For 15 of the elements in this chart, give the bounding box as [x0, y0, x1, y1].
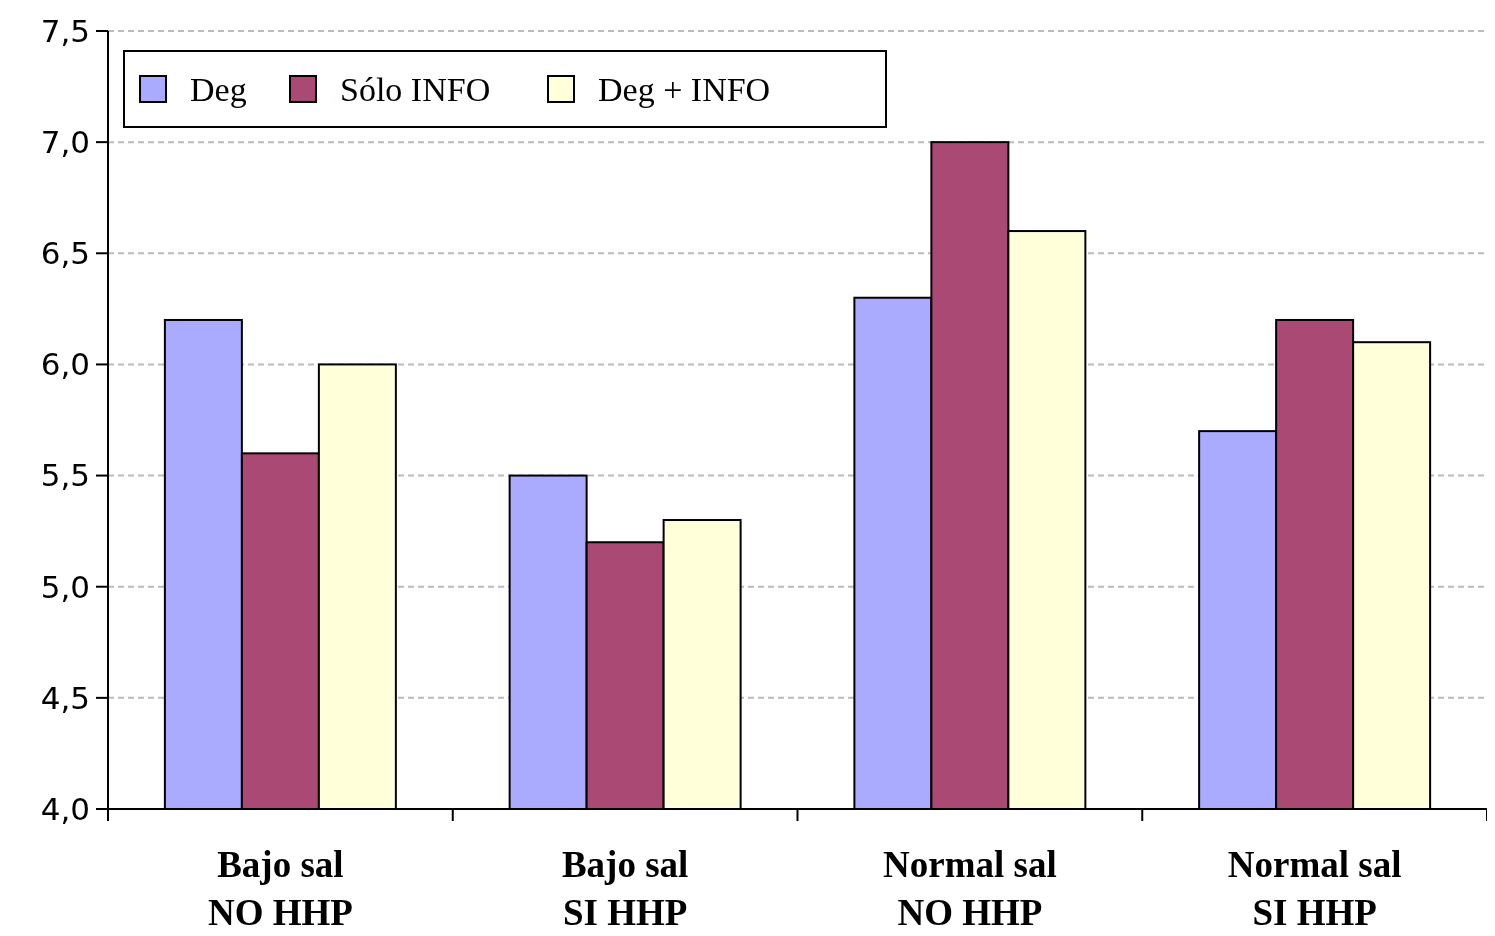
legend-label: Deg + INFO — [598, 70, 771, 108]
y-tick-label: 6,5 — [40, 235, 90, 272]
y-tick-label: 6,0 — [40, 346, 90, 383]
legend-label: Deg — [190, 70, 247, 108]
y-tick-label: 7,5 — [40, 12, 90, 49]
x-tick-label: Normal sal NO HHP — [883, 844, 1057, 933]
x-tick-label: Bajo sal NO HHP — [207, 844, 353, 933]
legend-label: Sólo INFO — [340, 70, 491, 108]
y-tick-label: 4,5 — [40, 679, 90, 716]
x-tick-label: Bajo sal SI HHP — [561, 844, 689, 933]
y-tick-label: 5,5 — [40, 457, 90, 494]
y-tick-label: 7,0 — [40, 123, 90, 160]
y-tick-label: 5,0 — [40, 568, 90, 605]
y-tick-label: 4,0 — [40, 790, 90, 827]
x-tick-label: Normal sal SI HHP — [1227, 844, 1402, 933]
